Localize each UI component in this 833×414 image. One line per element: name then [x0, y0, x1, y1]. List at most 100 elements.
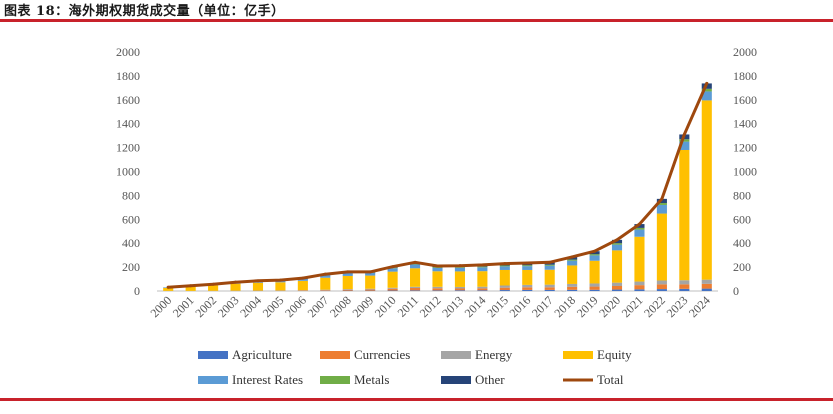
bar-segment-metals: [454, 267, 465, 268]
bar-segment-energy: [499, 285, 510, 288]
legend-swatch-other: [441, 376, 471, 384]
bar-segment-metals: [432, 267, 443, 268]
y-tick-label-left: 600: [122, 212, 140, 226]
bar-segment-equity: [611, 250, 623, 283]
bar-segment-equity: [230, 283, 241, 291]
x-tick-label: 2015: [484, 293, 511, 320]
legend-swatch-equity: [563, 351, 593, 359]
chart-legend: Agriculture Currencies Energy Equity Interes…: [198, 347, 632, 387]
total-point: [593, 249, 597, 253]
total-point: [480, 263, 484, 267]
bar-segment-currencies: [522, 287, 533, 290]
legend-swatch-agriculture: [198, 351, 228, 359]
total-point: [660, 197, 664, 201]
bar-segment-equity: [432, 271, 443, 287]
bar-segment-agriculture: [454, 290, 465, 291]
bar-segment-interest-rates: [634, 229, 645, 237]
y-tick-label-left: 1000: [116, 165, 140, 179]
x-tick-label: 2022: [641, 293, 668, 320]
bar-segment-interest-rates: [387, 268, 398, 272]
y-tick-label-right: 2000: [733, 45, 757, 59]
bar-segment-energy: [567, 283, 578, 287]
legend-label-equity: Equity: [597, 347, 632, 362]
y-tick-label-right: 1200: [733, 141, 757, 155]
bar-segment-agriculture: [499, 290, 510, 291]
bar-segment-energy: [454, 286, 465, 289]
bar-segment-equity: [477, 271, 488, 287]
bar-segment-energy: [701, 279, 712, 284]
bar-segment-currencies: [701, 283, 712, 289]
bar-segment-interest-rates: [477, 267, 488, 272]
bar-segment-currencies: [454, 288, 465, 291]
x-tick-label: 2010: [372, 293, 399, 320]
bar-segment-energy: [679, 280, 690, 285]
y-tick-label-right: 800: [733, 188, 751, 202]
bar-segment-energy: [432, 286, 443, 289]
bar-segment-currencies: [365, 289, 376, 291]
bar-segment-agriculture: [432, 290, 443, 291]
total-point: [548, 260, 552, 264]
bar-segment-agriculture: [477, 290, 488, 291]
bar-segment-metals: [611, 243, 623, 245]
bar-segment-equity: [163, 287, 174, 291]
x-tick-label: 2019: [574, 293, 601, 320]
bar-segment-equity: [320, 277, 331, 290]
y-tick-label-right: 0: [733, 284, 739, 298]
bar-segment-metals: [589, 254, 600, 256]
x-tick-label: 2004: [237, 293, 264, 320]
y-tick-label-right: 1400: [733, 117, 757, 131]
total-point: [346, 270, 350, 274]
x-tick-label: 2008: [327, 293, 354, 320]
bar-segment-metals: [499, 265, 510, 267]
total-point: [503, 262, 507, 266]
legend-label-total: Total: [597, 372, 624, 387]
total-point: [458, 264, 462, 268]
bar-segment-equity: [701, 100, 712, 280]
total-point: [525, 261, 529, 265]
x-tick-label: 2018: [551, 293, 578, 320]
bar-segment-metals: [701, 88, 712, 92]
bar-segment-metals: [522, 265, 533, 267]
total-point: [301, 276, 305, 280]
bar-segment-equity: [499, 269, 510, 286]
x-tick-label: 2021: [619, 293, 646, 320]
left-axis-ticks: 0 200 400 600 800 1000 1200 1400 1600 1800 2000: [116, 45, 140, 298]
bar-segment-metals: [656, 203, 667, 205]
bar-segment-currencies: [432, 288, 443, 291]
x-tick-label: 2023: [664, 293, 691, 320]
x-tick-label: 2009: [349, 293, 376, 320]
bar-segment-currencies: [679, 284, 690, 289]
x-tick-label: 2013: [439, 293, 466, 320]
x-axis-ticks: 2000200120022003200420052006200720082009…: [147, 293, 712, 320]
total-point: [436, 264, 439, 268]
bar-segment-currencies: [544, 287, 555, 290]
bottom-divider: [0, 398, 833, 401]
bar-segment-interest-rates: [544, 265, 555, 270]
bar-segment-energy: [589, 283, 600, 287]
bar-segment-energy: [342, 289, 353, 290]
bar-segment-agriculture: [410, 290, 421, 291]
bar-segment-equity: [342, 275, 353, 290]
x-tick-label: 2003: [215, 293, 242, 320]
bar-segment-currencies: [567, 286, 578, 290]
legend-label-other: Other: [475, 372, 505, 387]
bar-segment-currencies: [410, 288, 421, 291]
y-tick-label-left: 1400: [116, 117, 140, 131]
bar-segment-currencies: [342, 289, 353, 291]
bar-segment-interest-rates: [522, 266, 533, 270]
bar-segment-interest-rates: [454, 267, 465, 272]
bar-segment-equity: [365, 275, 376, 289]
bar-segment-interest-rates: [589, 255, 600, 261]
total-point: [278, 278, 282, 282]
top-divider: [0, 19, 833, 22]
bar-segment-equity: [252, 282, 264, 291]
bar-segment-equity: [589, 260, 600, 284]
bar-segment-energy: [634, 281, 645, 286]
x-tick-label: 2017: [529, 293, 556, 320]
x-tick-label: 2002: [192, 293, 219, 320]
bar-segment-interest-rates: [701, 91, 712, 101]
bar-segment-agriculture: [611, 289, 623, 291]
bar-segment-interest-rates: [432, 267, 443, 272]
bar-segment-metals: [634, 227, 645, 230]
bar-segment-currencies: [589, 286, 600, 290]
